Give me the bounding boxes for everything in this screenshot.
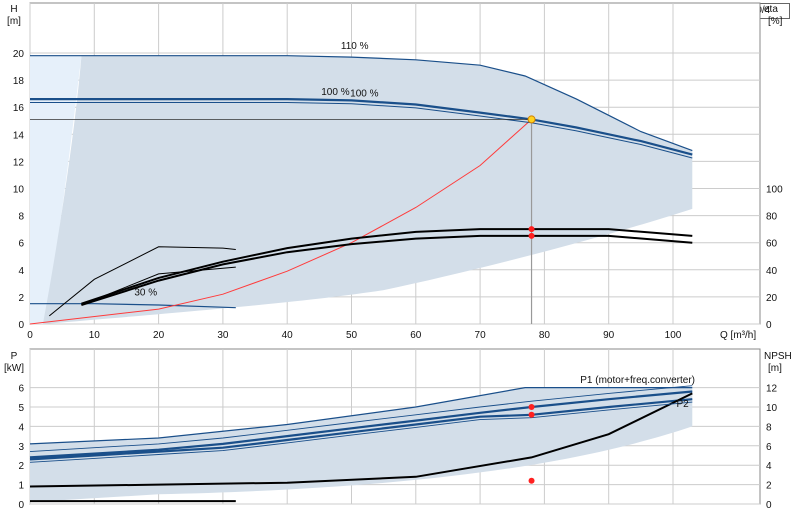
series-line-system-curve: [29, 119, 532, 325]
x-tick-label: 20: [153, 330, 165, 341]
x-tick-label: 0: [27, 330, 33, 341]
y-tick-label-left: 8: [18, 212, 24, 223]
series-line-head-inner: [30, 102, 693, 159]
y-tick-label-right: 100: [766, 185, 783, 196]
series-line-eta-30: [48, 246, 236, 317]
series-line-eta-motor: [81, 234, 693, 306]
y-tick-label-right: 4: [766, 461, 772, 472]
p2-point-marker: [528, 411, 535, 418]
series-label-p2: P2: [677, 399, 690, 410]
series-line-p1-outer: [29, 385, 693, 453]
y-tick-label-right: 6: [766, 442, 772, 453]
y-tick-label-right: 2: [766, 481, 772, 492]
y-tick-label-right: 60: [766, 239, 778, 250]
speed-label: 100 %: [350, 88, 378, 99]
y-tick-label-left: 5: [18, 403, 24, 414]
y-tick-label-right: 0: [766, 500, 772, 511]
speed-label: 110 %: [341, 41, 369, 52]
y-tick-label-right: 8: [766, 422, 772, 433]
x-axis-title: Q [m³/h]: [720, 330, 756, 341]
y-tick-label-left: 18: [13, 76, 25, 87]
power-npsh-panel: P1 (motor+freq.converter)P20123456024681…: [4, 348, 792, 511]
y-tick-label-left: 4: [18, 422, 24, 433]
y-tick-label-left: 0: [18, 320, 24, 331]
x-tick-label: 60: [410, 330, 422, 341]
p1-point-marker: [528, 404, 535, 410]
series-line-head-max: [30, 55, 693, 152]
speed-label: 100 %: [321, 87, 349, 98]
series-line-head: [30, 98, 693, 156]
series-line-p2: [29, 398, 693, 461]
y-axis-title-right: NPSH: [764, 351, 792, 362]
eta-point-marker: [528, 226, 535, 233]
y-tick-label-left: 2: [18, 293, 24, 304]
y-tick-label-left: 6: [18, 384, 24, 395]
x-tick-label: 90: [603, 330, 615, 341]
y-axis-title-left: H: [10, 4, 17, 15]
y-axis-title-left: P: [11, 351, 18, 362]
head-efficiency-panel: 110 %100 % 100 %30 %0 10 20 30 40 50 60 70 80 90 10…: [7, 2, 783, 341]
x-tick-label: 100: [665, 330, 682, 341]
eta-point-marker: [528, 232, 535, 239]
x-tick-label: 70: [475, 330, 487, 341]
x-tick-label: 50: [346, 330, 358, 341]
y-tick-label-left: 2: [18, 461, 24, 472]
y-tick-label-right: 40: [766, 266, 778, 277]
series-line-head-min: [30, 303, 236, 309]
series-line-p2-inner: [29, 401, 693, 463]
series-line-npsh: [29, 392, 693, 488]
y-axis-unit-right: [%]: [768, 16, 783, 27]
y-axis-unit-left: [kW]: [4, 363, 24, 374]
y-tick-label-right: 80: [766, 212, 778, 223]
y-tick-label-left: 4: [18, 266, 24, 277]
series-line-eta-100: [81, 228, 693, 305]
series-line-eta-band-low: [81, 266, 236, 306]
operating-range-edge: [30, 55, 82, 325]
x-tick-label: 80: [539, 330, 551, 341]
x-tick-label: 10: [89, 330, 101, 341]
y-tick-label-left: 3: [18, 442, 24, 453]
y-tick-label-left: 10: [13, 185, 25, 196]
npsh-point-marker: [528, 477, 535, 484]
speed-label: 30 %: [134, 288, 157, 299]
y-tick-label-right: 12: [766, 384, 778, 395]
y-axis-unit-left: [m]: [7, 16, 21, 27]
y-tick-label-right: 0: [766, 320, 772, 331]
duty-point-marker: [527, 115, 536, 124]
y-tick-label-left: 1: [18, 481, 24, 492]
y-tick-label-left: 16: [13, 103, 25, 114]
series-line-p1: [29, 390, 693, 459]
x-tick-label: 30: [217, 330, 229, 341]
y-tick-label-left: 12: [13, 157, 25, 168]
y-axis-title-right: eta: [764, 4, 778, 15]
x-tick-label: 40: [282, 330, 294, 341]
y-tick-label-left: 6: [18, 239, 24, 250]
y-tick-label-left: 0: [18, 500, 24, 511]
series-line-p1-max: [29, 387, 693, 445]
y-tick-label-left: 14: [13, 130, 25, 141]
y-axis-unit-right: [m]: [768, 363, 782, 374]
y-tick-label-right: 20: [766, 293, 778, 304]
y-tick-label-right: 10: [766, 403, 778, 414]
series-label-p1: P1 (motor+freq.converter): [580, 375, 695, 386]
y-tick-label-left: 20: [13, 49, 25, 60]
